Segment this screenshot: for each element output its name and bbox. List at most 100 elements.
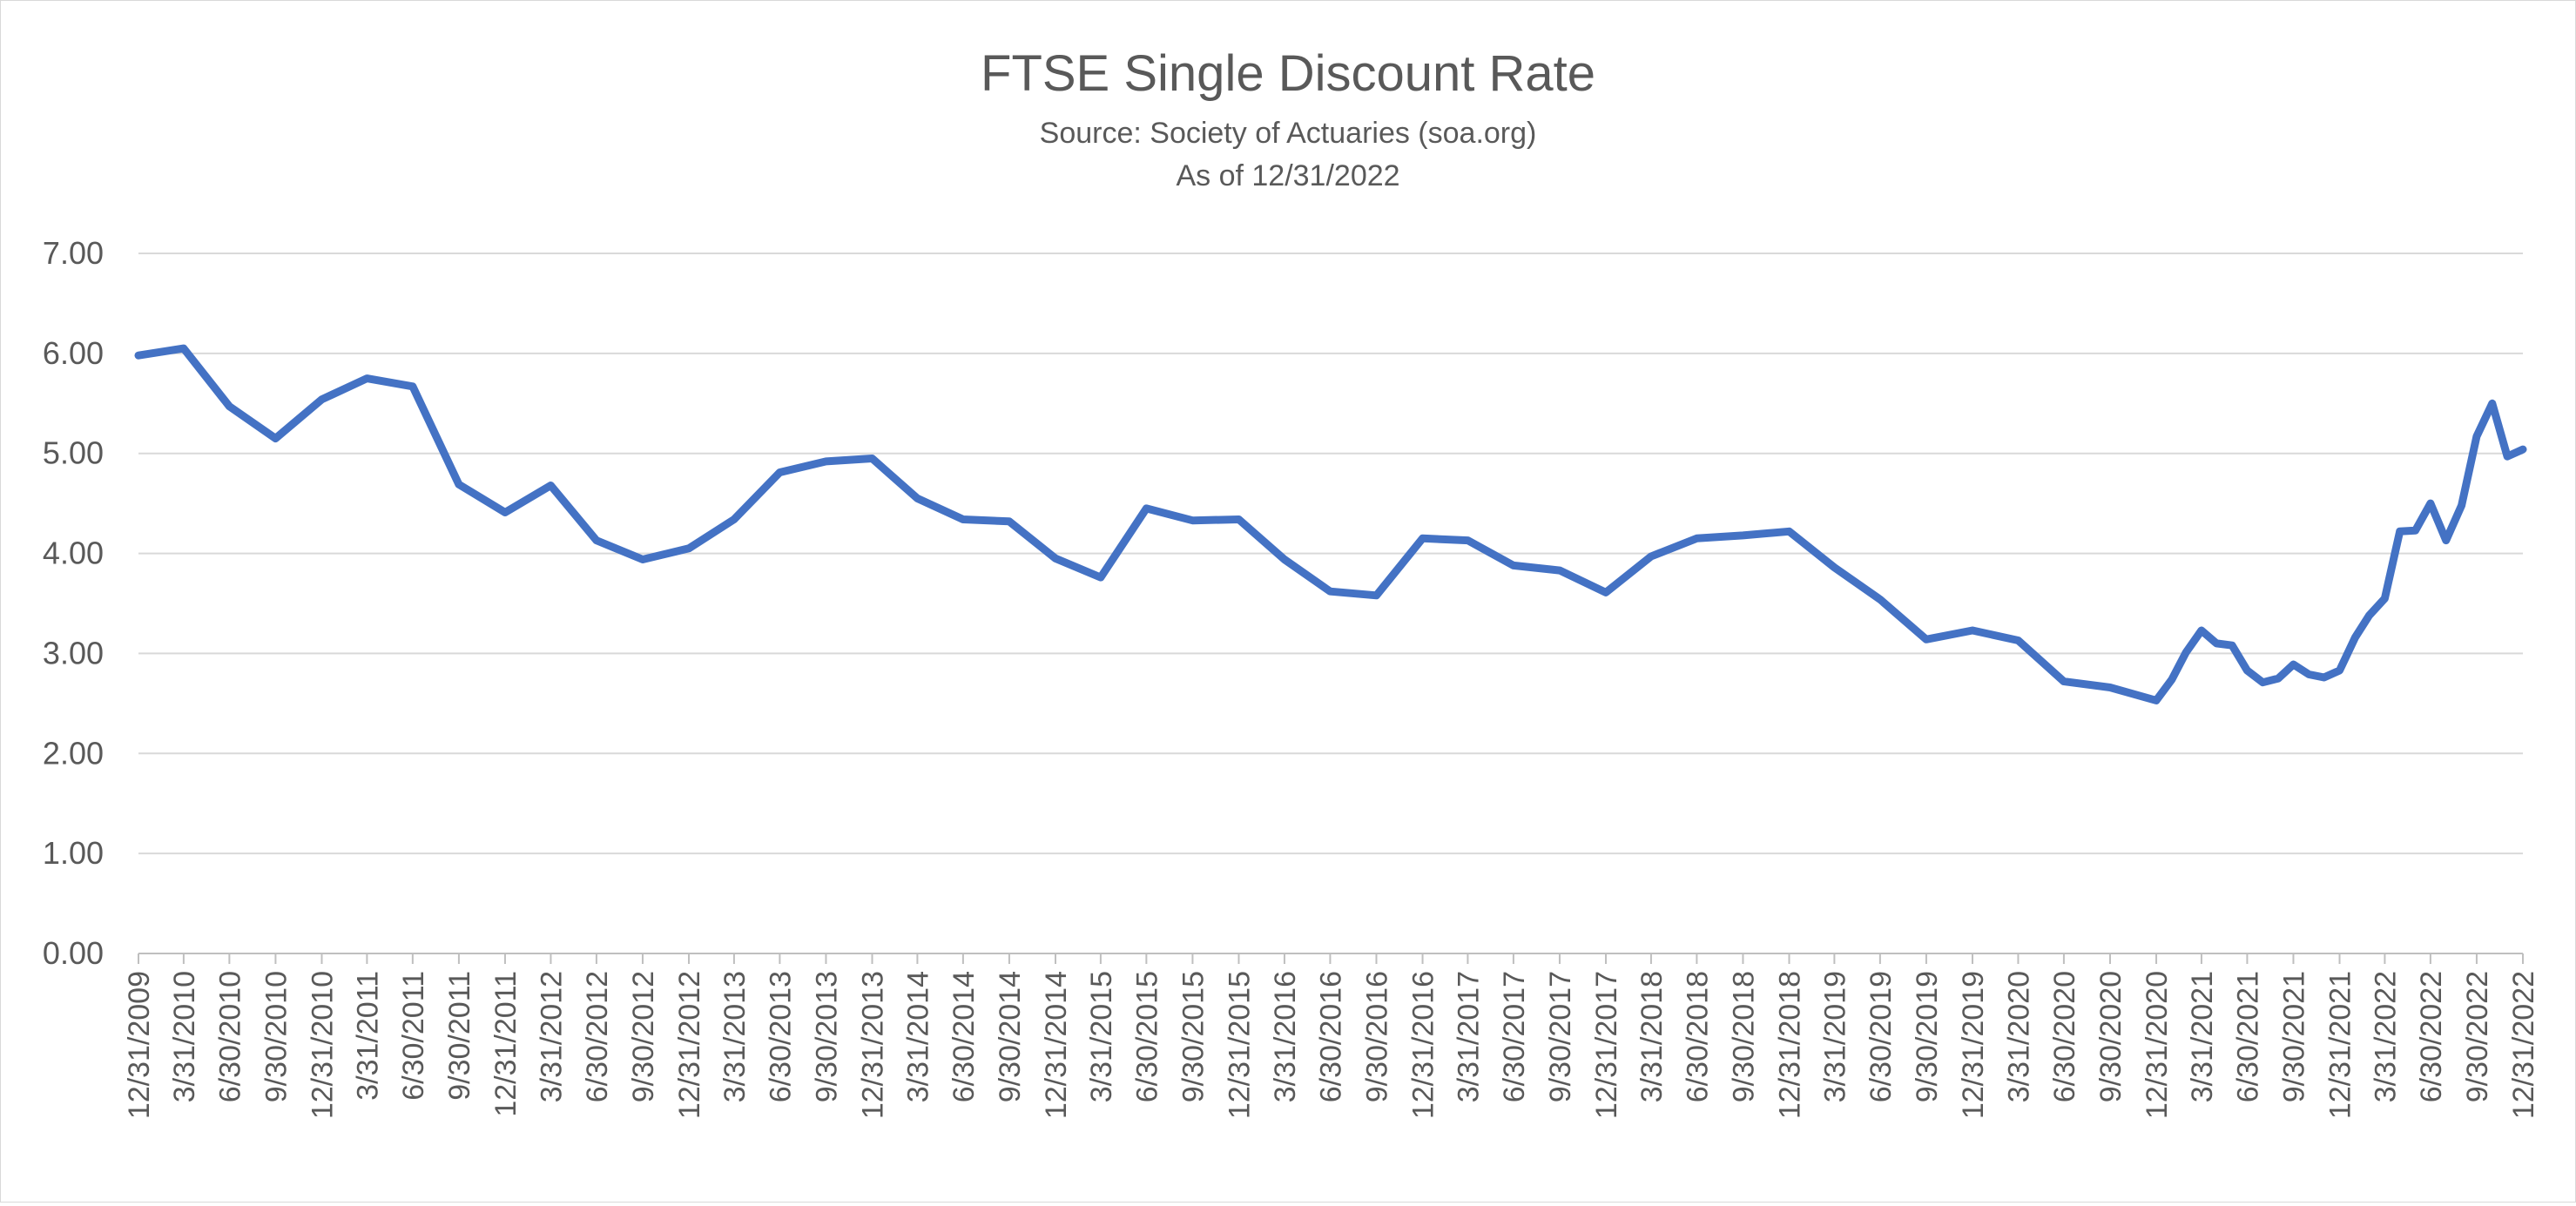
x-tick-label: 9/30/2014	[994, 971, 1027, 1102]
x-tick-label: 6/30/2020	[2048, 971, 2081, 1102]
data-point	[1142, 504, 1150, 513]
data-point	[2472, 432, 2481, 441]
y-tick-label: 0.00	[43, 935, 104, 971]
data-point	[775, 468, 784, 477]
data-point	[318, 395, 327, 404]
x-tick-label: 9/30/2015	[1177, 971, 1210, 1102]
x-tick-label: 9/30/2022	[2461, 971, 2494, 1102]
x-tick-label: 12/31/2020	[2141, 971, 2174, 1119]
x-tick-label: 12/31/2009	[123, 971, 156, 1119]
data-point	[2304, 670, 2313, 679]
x-tick-label: 6/30/2015	[1130, 971, 1163, 1102]
series-line	[134, 344, 2527, 704]
data-point	[1876, 595, 1885, 603]
x-tick-label: 6/30/2018	[1681, 971, 1714, 1102]
data-point	[684, 544, 693, 553]
data-point	[1785, 527, 1794, 536]
data-point	[2519, 445, 2527, 454]
data-point	[1509, 561, 1518, 569]
data-point	[1830, 563, 1838, 572]
data-point	[2426, 499, 2435, 508]
data-point	[2274, 674, 2283, 683]
x-tick-label: 6/30/2017	[1498, 971, 1531, 1102]
x-tick-label: 6/30/2012	[581, 971, 614, 1102]
x-axis: 12/31/2009 3/31/2010 6/30/2010 9/30/2010 12/…	[123, 953, 2540, 1119]
y-tick-label: 2.00	[43, 735, 104, 771]
data-point	[2411, 526, 2420, 535]
data-point	[2380, 594, 2389, 603]
x-tick-label: 3/31/2022	[2369, 971, 2402, 1102]
data-point	[913, 494, 921, 502]
data-point	[638, 556, 647, 564]
x-tick-label: 12/31/2018	[1773, 971, 1806, 1119]
x-tick-label: 9/30/2013	[810, 971, 843, 1102]
x-tick-label: 9/30/2019	[1911, 971, 1944, 1102]
data-point	[455, 480, 463, 488]
x-tick-label: 6/30/2010	[213, 971, 246, 1102]
data-point	[2458, 501, 2466, 509]
data-point	[959, 515, 968, 524]
y-axis: 0.00 1.00 2.00 3.00 4.00 5.00 6.00 7.00	[43, 235, 104, 971]
x-tick-label: 6/30/2022	[2415, 971, 2448, 1102]
data-point	[1096, 573, 1105, 582]
y-tick-label: 5.00	[43, 435, 104, 471]
data-point	[1280, 556, 1289, 564]
data-point	[1235, 515, 1244, 524]
data-point	[1738, 531, 1747, 540]
x-tick-label: 3/31/2012	[535, 971, 568, 1102]
data-point	[1463, 536, 1472, 545]
x-tick-label: 6/30/2021	[2231, 971, 2264, 1102]
x-tick-label: 6/30/2019	[1865, 971, 1898, 1102]
data-point	[2014, 637, 2023, 645]
data-point	[2320, 673, 2329, 682]
data-point	[868, 455, 877, 463]
data-point	[822, 457, 831, 466]
x-tick-label: 3/31/2018	[1635, 971, 1669, 1102]
data-point	[2396, 527, 2404, 536]
x-tick-label: 12/31/2021	[2324, 971, 2357, 1119]
x-tick-label: 9/30/2010	[260, 971, 293, 1102]
x-tick-label: 3/31/2013	[718, 971, 752, 1102]
x-tick-label: 9/30/2017	[1544, 971, 1577, 1102]
data-point	[2242, 666, 2251, 675]
x-tick-label: 3/31/2014	[901, 971, 934, 1102]
data-point	[730, 515, 738, 524]
chart-subtitle-date: As of 12/31/2022	[1176, 159, 1399, 192]
data-point	[2168, 675, 2176, 684]
data-point	[2289, 660, 2298, 669]
x-tick-label: 3/31/2020	[2002, 971, 2035, 1102]
x-tick-label: 12/31/2013	[857, 971, 890, 1119]
data-point	[2197, 626, 2206, 635]
x-tick-label: 3/31/2011	[351, 971, 384, 1101]
data-point	[408, 382, 417, 391]
data-point	[501, 509, 509, 517]
x-tick-label: 3/31/2017	[1452, 971, 1485, 1102]
x-tick-label: 3/31/2019	[1818, 971, 1851, 1102]
data-point	[1005, 517, 1014, 526]
data-point	[1555, 566, 1564, 575]
data-point	[271, 435, 280, 443]
x-tick-label: 3/31/2010	[168, 971, 201, 1102]
data-point	[2152, 696, 2161, 704]
gridlines	[138, 253, 2523, 855]
data-point	[362, 374, 371, 383]
data-point	[2182, 648, 2190, 657]
x-tick-label: 6/30/2014	[947, 971, 981, 1102]
data-point	[2488, 399, 2497, 408]
x-tick-label: 12/31/2016	[1407, 971, 1440, 1119]
y-tick-label: 1.00	[43, 835, 104, 871]
x-tick-label: 3/31/2015	[1085, 971, 1118, 1102]
data-point	[1968, 626, 1977, 635]
x-tick-label: 12/31/2015	[1223, 971, 1256, 1119]
data-point	[2336, 666, 2344, 675]
data-point	[2503, 452, 2512, 461]
x-tick-label: 12/31/2019	[1957, 971, 1990, 1119]
data-point	[179, 344, 188, 353]
data-point	[1051, 554, 1060, 563]
x-tick-label: 3/31/2016	[1269, 971, 1302, 1102]
data-point	[546, 482, 555, 490]
data-point	[2228, 641, 2236, 650]
data-point	[1188, 516, 1197, 525]
